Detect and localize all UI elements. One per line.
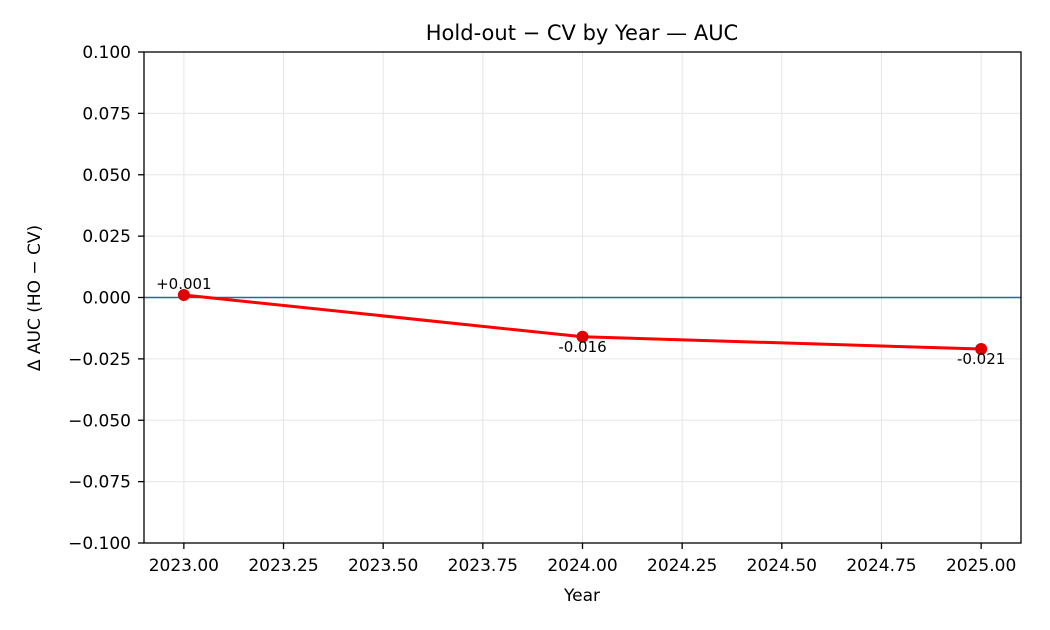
y-tick-label: 0.100	[82, 43, 131, 63]
y-tick-label: −0.100	[68, 534, 131, 554]
y-tick-label: 0.050	[82, 166, 131, 186]
y-tick-label: −0.075	[68, 473, 131, 493]
x-tick-label: 2024.75	[846, 556, 916, 576]
data-label: -0.016	[558, 338, 606, 356]
data-labels: +0.001 -0.016 -0.021	[156, 275, 1005, 368]
y-axis-title: Δ AUC (HO − CV)	[25, 225, 45, 371]
series-line	[177, 289, 988, 356]
x-axis-title: Year	[563, 586, 600, 606]
y-axis: 0.100 0.075 0.050 0.025 0.000 −0.025 −0.050 −0.…	[68, 43, 144, 554]
x-tick-label: 2023.00	[149, 556, 219, 576]
y-tick-label: −0.025	[68, 350, 131, 370]
y-tick-label: 0.075	[82, 104, 131, 124]
y-tick-label: 0.000	[82, 289, 131, 309]
x-tick-label: 2025.00	[946, 556, 1016, 576]
data-label: +0.001	[156, 275, 212, 293]
x-tick-label: 2024.00	[547, 556, 617, 576]
y-tick-label: −0.050	[68, 411, 131, 431]
x-tick-label: 2024.25	[647, 556, 717, 576]
x-tick-label: 2023.50	[348, 556, 418, 576]
data-label: -0.021	[957, 350, 1005, 368]
data-point	[576, 330, 589, 343]
x-axis: 2023.00 2023.25 2023.50 2023.75 2024.00 2024.…	[149, 543, 1016, 576]
chart-title: Hold-out − CV by Year — AUC	[426, 21, 738, 45]
data-point	[975, 343, 988, 356]
x-tick-label: 2023.25	[248, 556, 318, 576]
x-tick-label: 2023.75	[448, 556, 518, 576]
x-tick-label: 2024.50	[747, 556, 817, 576]
data-point	[177, 289, 190, 302]
y-tick-label: 0.025	[82, 227, 131, 247]
